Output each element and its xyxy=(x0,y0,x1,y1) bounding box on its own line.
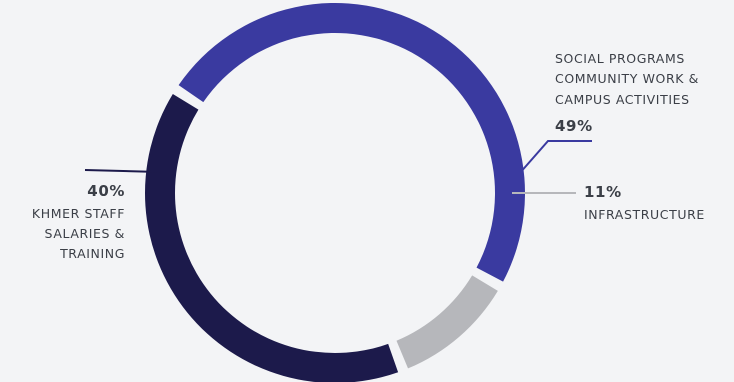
slice-infrastructure xyxy=(396,275,498,369)
slice-social-programs xyxy=(178,2,526,282)
label-infrastructure: 11% INFRASTRUCTURE xyxy=(584,183,705,222)
slice-label-line: TRAINING xyxy=(59,246,125,261)
slice-label-line: COMMUNITY WORK & xyxy=(555,71,699,86)
slice-percent-label: 40% xyxy=(87,182,125,200)
slice-label-line: KHMER STAFF xyxy=(32,206,125,221)
label-khmer-staff: 40% KHMER STAFF SALARIES & TRAINING xyxy=(32,182,125,261)
leader-line-social-programs xyxy=(511,140,592,183)
slice-khmer-staff xyxy=(145,94,399,382)
donut-slices xyxy=(145,2,526,382)
slice-label-line: SALARIES & xyxy=(45,226,125,241)
slice-label-line: CAMPUS ACTIVITIES xyxy=(555,92,690,107)
label-social-programs: SOCIAL PROGRAMS COMMUNITY WORK & CAMPUS … xyxy=(555,51,699,135)
slice-percent-label: 49% xyxy=(555,117,593,135)
leader-line-khmer-staff xyxy=(84,169,161,173)
slice-label-line: INFRASTRUCTURE xyxy=(584,207,705,222)
slice-label-line: SOCIAL PROGRAMS xyxy=(555,51,685,66)
slice-percent-label: 11% xyxy=(584,183,622,201)
